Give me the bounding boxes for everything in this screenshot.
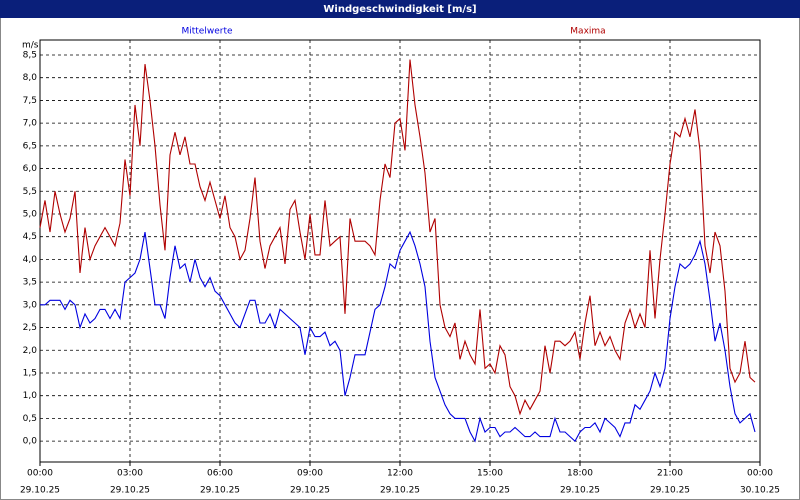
y-tick-label: 1,5	[23, 368, 37, 378]
y-tick-label: 2,0	[23, 346, 38, 356]
y-tick-label: 8,0	[23, 73, 38, 83]
y-tick-label: 5,0	[23, 209, 38, 219]
series-line	[39, 59, 756, 416]
x-tick-date: 30.10.25	[740, 486, 780, 496]
y-axis-label: m/s	[22, 41, 39, 51]
x-tick-date: 29.10.25	[200, 486, 240, 496]
y-tick-label: 6,0	[23, 164, 38, 174]
x-tick-date: 29.10.25	[470, 486, 510, 496]
x-tick-label: 06:00	[207, 469, 233, 479]
x-tick-label: 21:00	[657, 469, 683, 479]
x-tick-label: 18:00	[567, 469, 593, 479]
y-tick-label: 8,5	[23, 50, 37, 60]
title-bar	[0, 0, 800, 18]
x-tick-date: 29.10.25	[380, 486, 420, 496]
x-tick-label: 00:00	[27, 469, 53, 479]
x-tick-date: 29.10.25	[650, 486, 690, 496]
x-tick-label: 03:00	[117, 469, 143, 479]
x-tick-label: 09:00	[297, 469, 323, 479]
y-tick-label: 3,0	[23, 300, 38, 310]
series-line	[40, 230, 756, 443]
legend-entry: Mittelwerte	[181, 27, 232, 37]
y-tick-label: 7,0	[23, 119, 38, 129]
x-tick-label: 12:00	[387, 469, 413, 479]
y-tick-label: 4,0	[23, 255, 38, 265]
y-tick-label: 3,5	[23, 278, 37, 288]
y-tick-label: 7,5	[23, 96, 37, 106]
x-tick-label: 00:00	[747, 469, 773, 479]
y-tick-label: 0,0	[23, 437, 38, 447]
y-tick-label: 4,5	[23, 232, 37, 242]
y-tick-label: 5,5	[23, 187, 37, 197]
y-tick-label: 1,0	[23, 391, 38, 401]
y-tick-label: 6,5	[23, 141, 37, 151]
legend-entry: Maxima	[570, 27, 605, 37]
chart-title: Windgeschwindigkeit [m/s]	[323, 4, 476, 15]
x-tick-date: 29.10.25	[560, 486, 600, 496]
x-tick-date: 29.10.25	[290, 486, 330, 496]
y-tick-label: 0,5	[23, 414, 37, 424]
y-tick-label: 2,5	[23, 323, 37, 333]
x-tick-date: 29.10.25	[110, 486, 150, 496]
x-tick-date: 29.10.25	[20, 486, 60, 496]
x-tick-label: 15:00	[477, 469, 503, 479]
